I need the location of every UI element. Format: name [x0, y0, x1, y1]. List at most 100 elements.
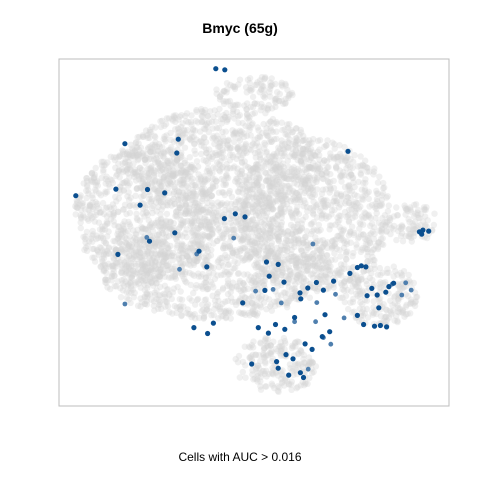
high-auc-cell-point: [204, 264, 210, 270]
background-cell-point: [145, 144, 152, 151]
background-cell-point: [188, 130, 195, 137]
background-cell-point: [258, 236, 265, 243]
background-cell-point: [288, 173, 295, 180]
background-cell-point: [322, 273, 329, 281]
background-cell-point: [253, 179, 260, 187]
background-cell-point: [251, 136, 258, 143]
background-cell-point: [284, 138, 291, 145]
background-cell-point: [279, 269, 286, 277]
background-cell-point: [193, 209, 201, 216]
background-cell-point: [298, 160, 306, 168]
background-cell-point: [232, 178, 239, 185]
background-cell-point: [280, 167, 287, 175]
background-cell-point: [304, 184, 311, 191]
background-cell-point: [330, 185, 338, 192]
background-cell-point: [242, 374, 249, 381]
background-cell-point: [383, 227, 390, 235]
background-cell-point: [83, 194, 90, 202]
background-cell-point: [282, 195, 289, 202]
background-cell-point: [275, 211, 282, 218]
background-cell-point: [198, 197, 206, 205]
background-cell-point: [105, 260, 112, 267]
background-cell-point: [233, 283, 240, 290]
background-cell-point: [270, 268, 277, 276]
background-cell-point: [217, 149, 225, 156]
background-cell-point: [190, 203, 198, 210]
background-cell-point: [97, 263, 104, 271]
background-cell-point: [160, 135, 167, 143]
background-cell-point: [153, 279, 160, 287]
high-auc-cell-point: [113, 186, 119, 192]
background-cell-point: [155, 197, 163, 205]
background-cell-point: [256, 227, 263, 234]
background-cell-point: [341, 143, 348, 151]
background-cell-point: [252, 208, 259, 215]
background-cell-point: [317, 226, 324, 234]
background-cell-point: [223, 171, 230, 178]
background-cell-point: [148, 145, 155, 152]
background-cell-point: [194, 203, 201, 210]
background-cell-point: [163, 162, 170, 170]
background-cell-point: [113, 154, 120, 161]
background-cell-point: [255, 249, 262, 256]
background-cell-point: [209, 184, 217, 191]
background-cell-point: [115, 195, 123, 202]
high-auc-cell-point: [174, 150, 180, 156]
background-cell-point: [177, 171, 185, 178]
background-cell-point: [292, 141, 299, 149]
background-cell-point: [138, 245, 145, 252]
background-cell-point: [197, 273, 205, 280]
background-cell-point: [154, 219, 161, 226]
background-cell-point: [165, 115, 173, 122]
background-cell-point: [275, 237, 282, 244]
background-cell-point: [190, 196, 197, 203]
background-cell-point: [242, 200, 250, 207]
background-cell-point: [243, 176, 250, 184]
background-cell-point: [142, 267, 149, 274]
background-cell-point: [205, 175, 212, 182]
background-cell-point: [166, 199, 174, 206]
background-cell-point: [103, 269, 110, 276]
background-cell-point: [353, 241, 360, 248]
background-cell-point: [274, 235, 281, 243]
background-cell-point: [164, 172, 171, 179]
background-cell-point: [328, 245, 335, 252]
background-cell-point: [126, 174, 133, 181]
background-cell-point: [154, 147, 162, 155]
background-cell-point: [254, 148, 262, 156]
background-cell-point: [287, 126, 295, 134]
high-auc-cell-point: [272, 321, 279, 328]
background-cell-point: [244, 76, 252, 83]
background-cell-point: [352, 275, 359, 282]
background-cell-point: [118, 246, 125, 253]
background-cell-point: [289, 213, 296, 220]
background-cell-point: [199, 108, 206, 116]
background-cell-point: [196, 202, 203, 209]
background-cell-point: [263, 241, 270, 248]
background-cell-point: [349, 223, 356, 230]
background-cell-point: [171, 200, 178, 208]
background-cell-point: [207, 108, 214, 115]
background-cell-point: [237, 247, 244, 255]
background-cell-point: [141, 281, 148, 288]
background-cell-point: [219, 134, 227, 141]
background-cell-point: [132, 139, 139, 147]
background-cell-point: [286, 267, 293, 274]
background-cell-point: [319, 199, 327, 206]
background-cell-point: [260, 189, 267, 197]
background-cell-point: [263, 131, 270, 138]
background-cell-point: [200, 206, 207, 213]
background-cell-point: [236, 112, 243, 119]
background-cell-point: [210, 133, 217, 140]
background-cell-point: [253, 194, 260, 202]
background-cell-point: [274, 266, 281, 273]
background-cell-point: [274, 255, 281, 262]
background-cell-point: [292, 125, 300, 132]
background-cell-point: [159, 166, 166, 173]
background-cell-point: [424, 217, 431, 224]
background-cell-point: [132, 168, 139, 176]
background-cell-point: [326, 283, 333, 290]
background-cell-point: [214, 199, 221, 206]
background-cell-point: [294, 203, 301, 211]
background-cell-point: [170, 113, 177, 121]
